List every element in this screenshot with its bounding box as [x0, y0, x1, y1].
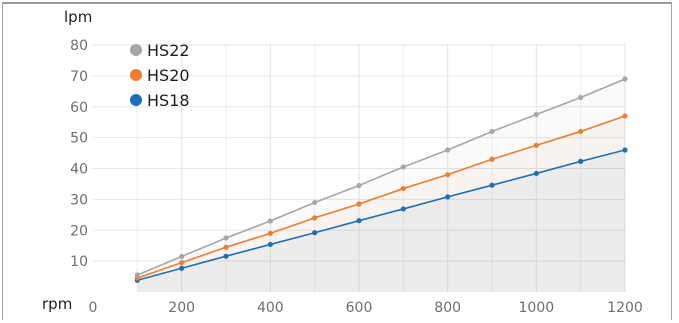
series-area-hs22: [137, 78, 626, 293]
x-tick-label: 0: [89, 300, 98, 316]
y-tick-label: 50: [70, 131, 88, 147]
series-line-hs18: [137, 149, 626, 282]
grid: [93, 43, 626, 292]
x-tick-label: 800: [434, 300, 461, 316]
series-line-hs20: [137, 115, 626, 279]
data-point-hs22: [179, 253, 185, 260]
data-point-hs20: [400, 185, 406, 192]
chart-frame: [2, 2, 672, 320]
data-point-hs20: [179, 260, 185, 266]
data-point-hs20: [445, 172, 451, 178]
data-point-hs18: [223, 253, 229, 259]
data-point-hs22: [622, 76, 628, 82]
data-point-hs18: [312, 230, 318, 236]
data-point-hs18: [400, 206, 406, 212]
data-point-hs18: [356, 218, 362, 224]
legend-label-hs20: HS20: [147, 66, 190, 85]
data-point-hs22: [267, 218, 273, 224]
data-point-hs22: [134, 272, 140, 278]
data-point-hs18: [578, 158, 584, 164]
data-point-hs20: [489, 156, 495, 162]
data-point-hs22: [489, 128, 495, 135]
data-point-hs22: [400, 164, 406, 170]
data-point-hs22: [356, 182, 362, 189]
data-point-hs20: [267, 230, 273, 236]
series-points: [134, 76, 628, 283]
x-tick-label: 400: [257, 300, 284, 316]
data-point-hs18: [489, 182, 495, 188]
series-area-hs18: [137, 149, 626, 292]
legend-marker-hs22: [130, 44, 142, 56]
legend-marker-hs20: [130, 69, 142, 81]
data-point-hs22: [578, 94, 584, 101]
legend: HS22 HS20 HS18: [130, 41, 190, 110]
data-point-hs18: [179, 265, 185, 271]
x-tick-label: 1000: [519, 300, 555, 316]
legend-label-hs18: HS18: [147, 91, 190, 110]
y-tick-label: 70: [70, 69, 88, 85]
x-axis-label: rpm: [42, 295, 72, 313]
data-point-hs18: [445, 194, 451, 200]
y-tick-label: 60: [70, 100, 88, 116]
y-tick-label: 40: [70, 162, 88, 178]
y-tick-labels: 10 20 30 40 50 60 70 80: [70, 38, 88, 270]
data-point-hs22: [445, 147, 451, 153]
y-axis-label: lpm: [64, 8, 92, 26]
data-point-hs20: [223, 244, 229, 250]
data-point-hs22: [223, 235, 229, 241]
x-tick-label: 1200: [607, 300, 643, 316]
y-tick-label: 10: [70, 254, 88, 270]
legend-marker-hs18: [130, 94, 142, 106]
x-tick-label: 200: [168, 300, 195, 316]
data-point-hs18: [622, 147, 628, 153]
data-point-hs20: [578, 128, 584, 135]
y-tick-label: 80: [70, 38, 88, 54]
data-point-hs18: [533, 170, 539, 177]
data-point-hs20: [533, 142, 539, 148]
series-line-hs22: [137, 78, 626, 276]
data-point-hs18: [267, 241, 273, 248]
data-point-hs22: [533, 111, 539, 118]
x-tick-label: 600: [346, 300, 373, 316]
data-point-hs20: [622, 113, 628, 119]
legend-label-hs22: HS22: [147, 41, 190, 60]
y-tick-label: 20: [70, 223, 88, 239]
x-tick-labels: 0 200 400 600 800 1000 1200: [89, 300, 643, 316]
series-lines: [137, 78, 626, 282]
data-point-hs22: [312, 199, 318, 206]
data-point-hs20: [356, 201, 362, 207]
y-tick-label: 30: [70, 192, 88, 208]
data-point-hs20: [312, 215, 318, 221]
